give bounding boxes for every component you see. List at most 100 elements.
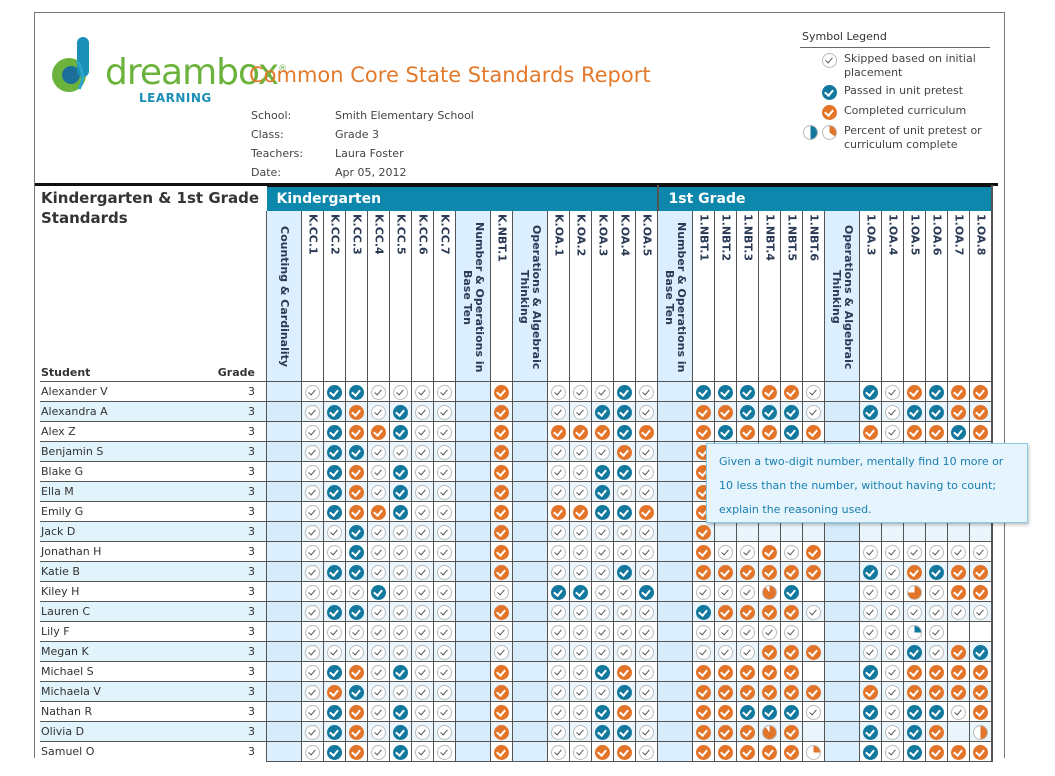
standard-status-cell[interactable]	[547, 581, 570, 602]
standard-status-cell[interactable]	[345, 621, 368, 642]
standard-status-cell[interactable]	[903, 661, 926, 682]
standard-status-cell[interactable]	[569, 401, 592, 422]
standard-status-cell[interactable]	[758, 621, 781, 642]
standard-status-cell[interactable]	[433, 441, 456, 462]
standard-status-cell[interactable]	[411, 601, 434, 622]
standard-status-cell[interactable]	[323, 701, 346, 722]
standard-status-cell[interactable]	[903, 621, 926, 642]
standard-header[interactable]: K.OA.4	[613, 211, 636, 382]
standard-status-cell[interactable]	[714, 601, 737, 622]
standard-status-cell[interactable]	[859, 581, 882, 602]
standard-header[interactable]: K.OA.5	[635, 211, 658, 382]
standard-status-cell[interactable]	[389, 501, 412, 522]
standard-status-cell[interactable]	[692, 721, 715, 742]
standard-status-cell[interactable]	[591, 541, 614, 562]
standard-status-cell[interactable]	[780, 561, 803, 582]
standard-status-cell[interactable]	[411, 501, 434, 522]
standard-status-cell[interactable]	[903, 741, 926, 762]
standard-status-cell[interactable]	[714, 381, 737, 402]
standard-header[interactable]: 1.NBT.5	[780, 211, 803, 382]
standard-status-cell[interactable]	[859, 521, 882, 542]
standard-status-cell[interactable]	[569, 501, 592, 522]
standard-status-cell[interactable]	[389, 661, 412, 682]
standard-status-cell[interactable]	[714, 541, 737, 562]
standard-status-cell[interactable]	[547, 721, 570, 742]
standard-status-cell[interactable]	[591, 581, 614, 602]
standard-status-cell[interactable]	[859, 381, 882, 402]
standard-status-cell[interactable]	[635, 441, 658, 462]
standard-status-cell[interactable]	[323, 401, 346, 422]
standard-status-cell[interactable]	[569, 381, 592, 402]
standard-status-cell[interactable]	[301, 561, 324, 582]
standard-status-cell[interactable]	[613, 641, 636, 662]
standard-status-cell[interactable]	[433, 501, 456, 522]
standard-status-cell[interactable]	[736, 661, 759, 682]
standard-status-cell[interactable]	[881, 621, 904, 642]
standard-status-cell[interactable]	[969, 521, 993, 542]
standard-status-cell[interactable]	[758, 561, 781, 582]
standard-status-cell[interactable]	[969, 421, 993, 442]
standard-status-cell[interactable]	[736, 741, 759, 762]
standard-status-cell[interactable]	[859, 621, 882, 642]
standard-status-cell[interactable]	[780, 721, 803, 742]
standard-status-cell[interactable]	[859, 641, 882, 662]
standard-status-cell[interactable]	[635, 521, 658, 542]
standard-status-cell[interactable]	[389, 561, 412, 582]
standard-status-cell[interactable]	[969, 621, 993, 642]
standard-status-cell[interactable]	[301, 721, 324, 742]
standard-status-cell[interactable]	[613, 541, 636, 562]
standard-status-cell[interactable]	[736, 401, 759, 422]
standard-status-cell[interactable]	[490, 461, 513, 482]
standard-status-cell[interactable]	[802, 561, 825, 582]
standard-status-cell[interactable]	[736, 421, 759, 442]
standard-status-cell[interactable]	[635, 721, 658, 742]
standard-status-cell[interactable]	[692, 541, 715, 562]
standard-status-cell[interactable]	[881, 641, 904, 662]
standard-status-cell[interactable]	[345, 661, 368, 682]
standard-status-cell[interactable]	[802, 641, 825, 662]
standard-header[interactable]: K.OA.2	[569, 211, 592, 382]
standard-header[interactable]: K.OA.1	[547, 211, 570, 382]
standard-status-cell[interactable]	[881, 661, 904, 682]
standard-status-cell[interactable]	[433, 481, 456, 502]
standard-status-cell[interactable]	[758, 741, 781, 762]
standard-status-cell[interactable]	[323, 641, 346, 662]
standard-status-cell[interactable]	[490, 421, 513, 442]
standard-status-cell[interactable]	[736, 381, 759, 402]
standard-status-cell[interactable]	[591, 381, 614, 402]
standard-status-cell[interactable]	[947, 581, 970, 602]
standard-status-cell[interactable]	[367, 521, 390, 542]
standard-status-cell[interactable]	[323, 521, 346, 542]
standard-status-cell[interactable]	[635, 581, 658, 602]
standard-status-cell[interactable]	[969, 741, 993, 762]
standard-status-cell[interactable]	[367, 701, 390, 722]
standard-status-cell[interactable]	[859, 541, 882, 562]
standard-status-cell[interactable]	[635, 501, 658, 522]
standard-status-cell[interactable]	[613, 701, 636, 722]
standard-status-cell[interactable]	[969, 561, 993, 582]
standard-status-cell[interactable]	[345, 561, 368, 582]
standard-header[interactable]: 1.NBT.3	[736, 211, 759, 382]
standard-status-cell[interactable]	[301, 401, 324, 422]
standard-status-cell[interactable]	[903, 421, 926, 442]
standard-status-cell[interactable]	[569, 481, 592, 502]
standard-status-cell[interactable]	[569, 461, 592, 482]
standard-status-cell[interactable]	[591, 681, 614, 702]
standard-status-cell[interactable]	[490, 581, 513, 602]
standard-status-cell[interactable]	[301, 461, 324, 482]
standard-status-cell[interactable]	[569, 741, 592, 762]
standard-status-cell[interactable]	[323, 481, 346, 502]
standard-status-cell[interactable]	[547, 421, 570, 442]
standard-status-cell[interactable]	[433, 721, 456, 742]
standard-status-cell[interactable]	[736, 601, 759, 622]
standard-status-cell[interactable]	[323, 541, 346, 562]
standard-status-cell[interactable]	[859, 721, 882, 742]
standard-status-cell[interactable]	[389, 581, 412, 602]
standard-status-cell[interactable]	[591, 461, 614, 482]
standard-status-cell[interactable]	[692, 641, 715, 662]
standard-status-cell[interactable]	[591, 561, 614, 582]
standard-status-cell[interactable]	[925, 741, 948, 762]
standard-status-cell[interactable]	[947, 401, 970, 422]
standard-status-cell[interactable]	[345, 701, 368, 722]
standard-status-cell[interactable]	[635, 641, 658, 662]
